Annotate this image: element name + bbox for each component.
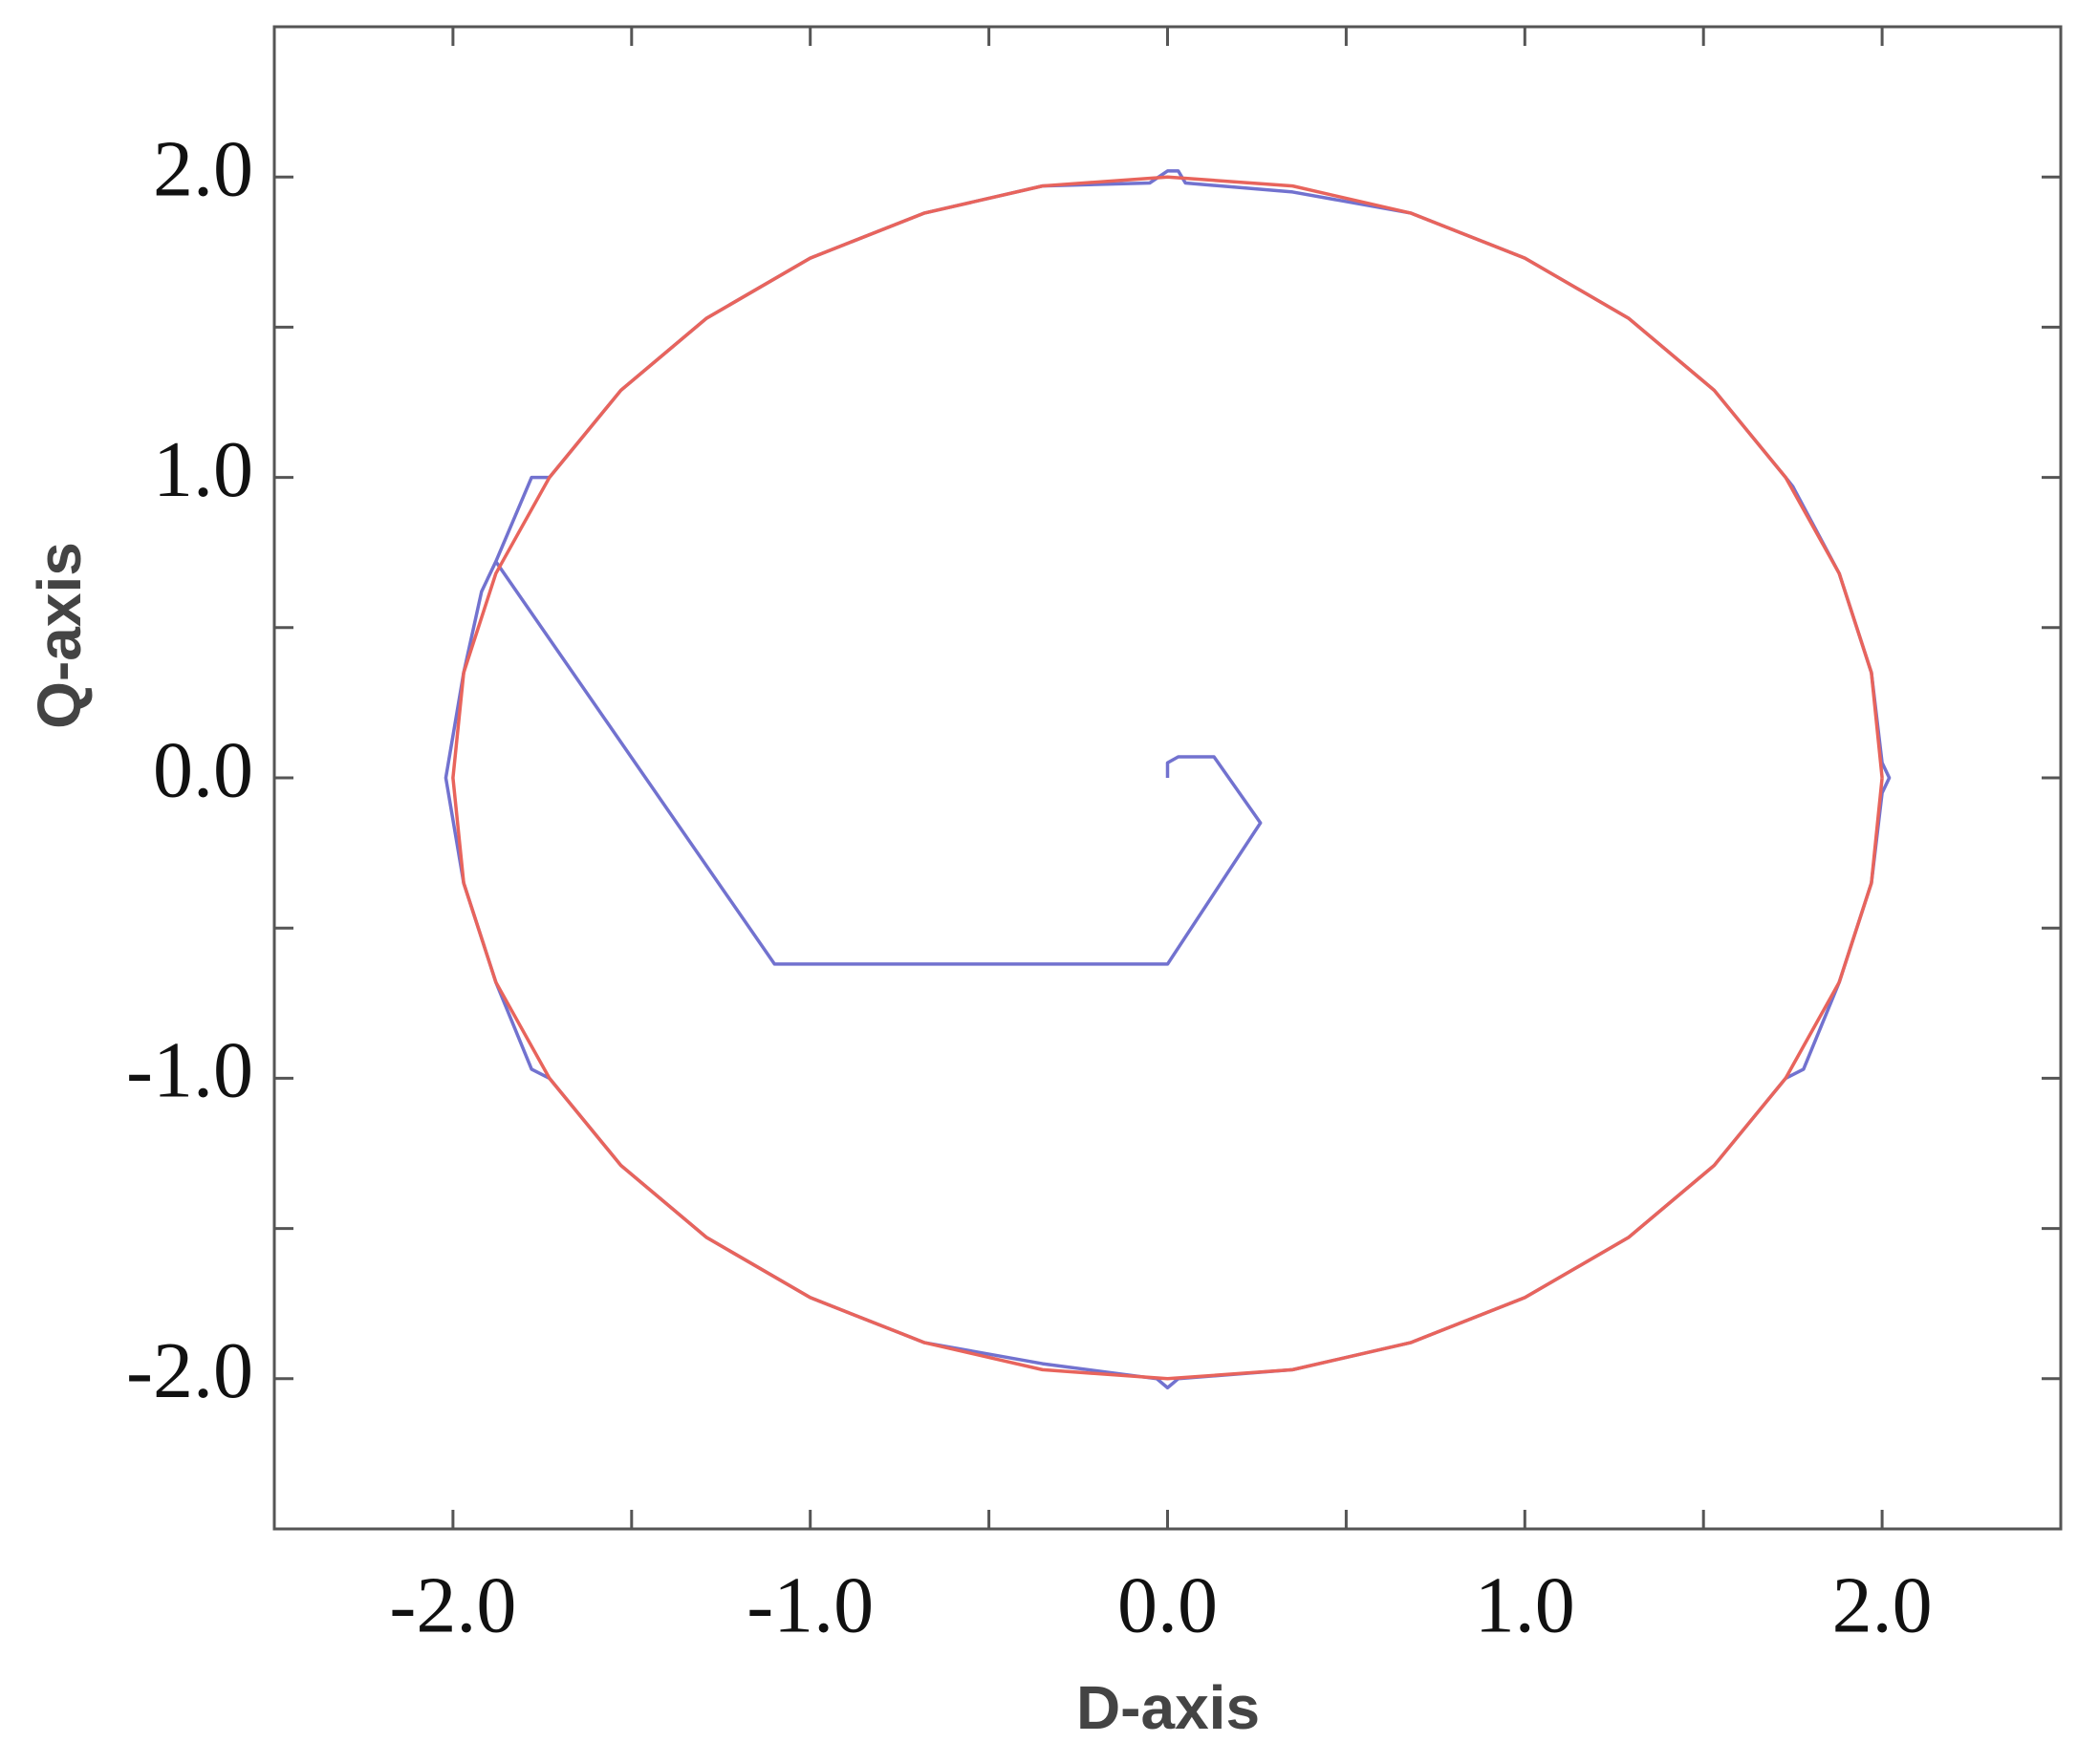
y-tick-label: 2.0 (153, 124, 253, 213)
x-tick-label: -2.0 (389, 1560, 516, 1649)
y-tick-label: 1.0 (153, 425, 253, 514)
y-tick-label: 0.0 (153, 725, 253, 814)
data-line (451, 175, 1884, 1381)
x-tick-label: -1.0 (747, 1560, 874, 1649)
x-tick-label: 2.0 (1832, 1560, 1933, 1649)
y-tick-label: -1.0 (126, 1026, 253, 1115)
y-tick-label: -2.0 (126, 1326, 253, 1415)
x-tick-label: 0.0 (1117, 1560, 1218, 1649)
x-tick-label: 1.0 (1475, 1560, 1575, 1649)
x-axis-label: D-axis (1076, 1673, 1260, 1742)
y-axis-label: Q-axis (25, 542, 94, 729)
